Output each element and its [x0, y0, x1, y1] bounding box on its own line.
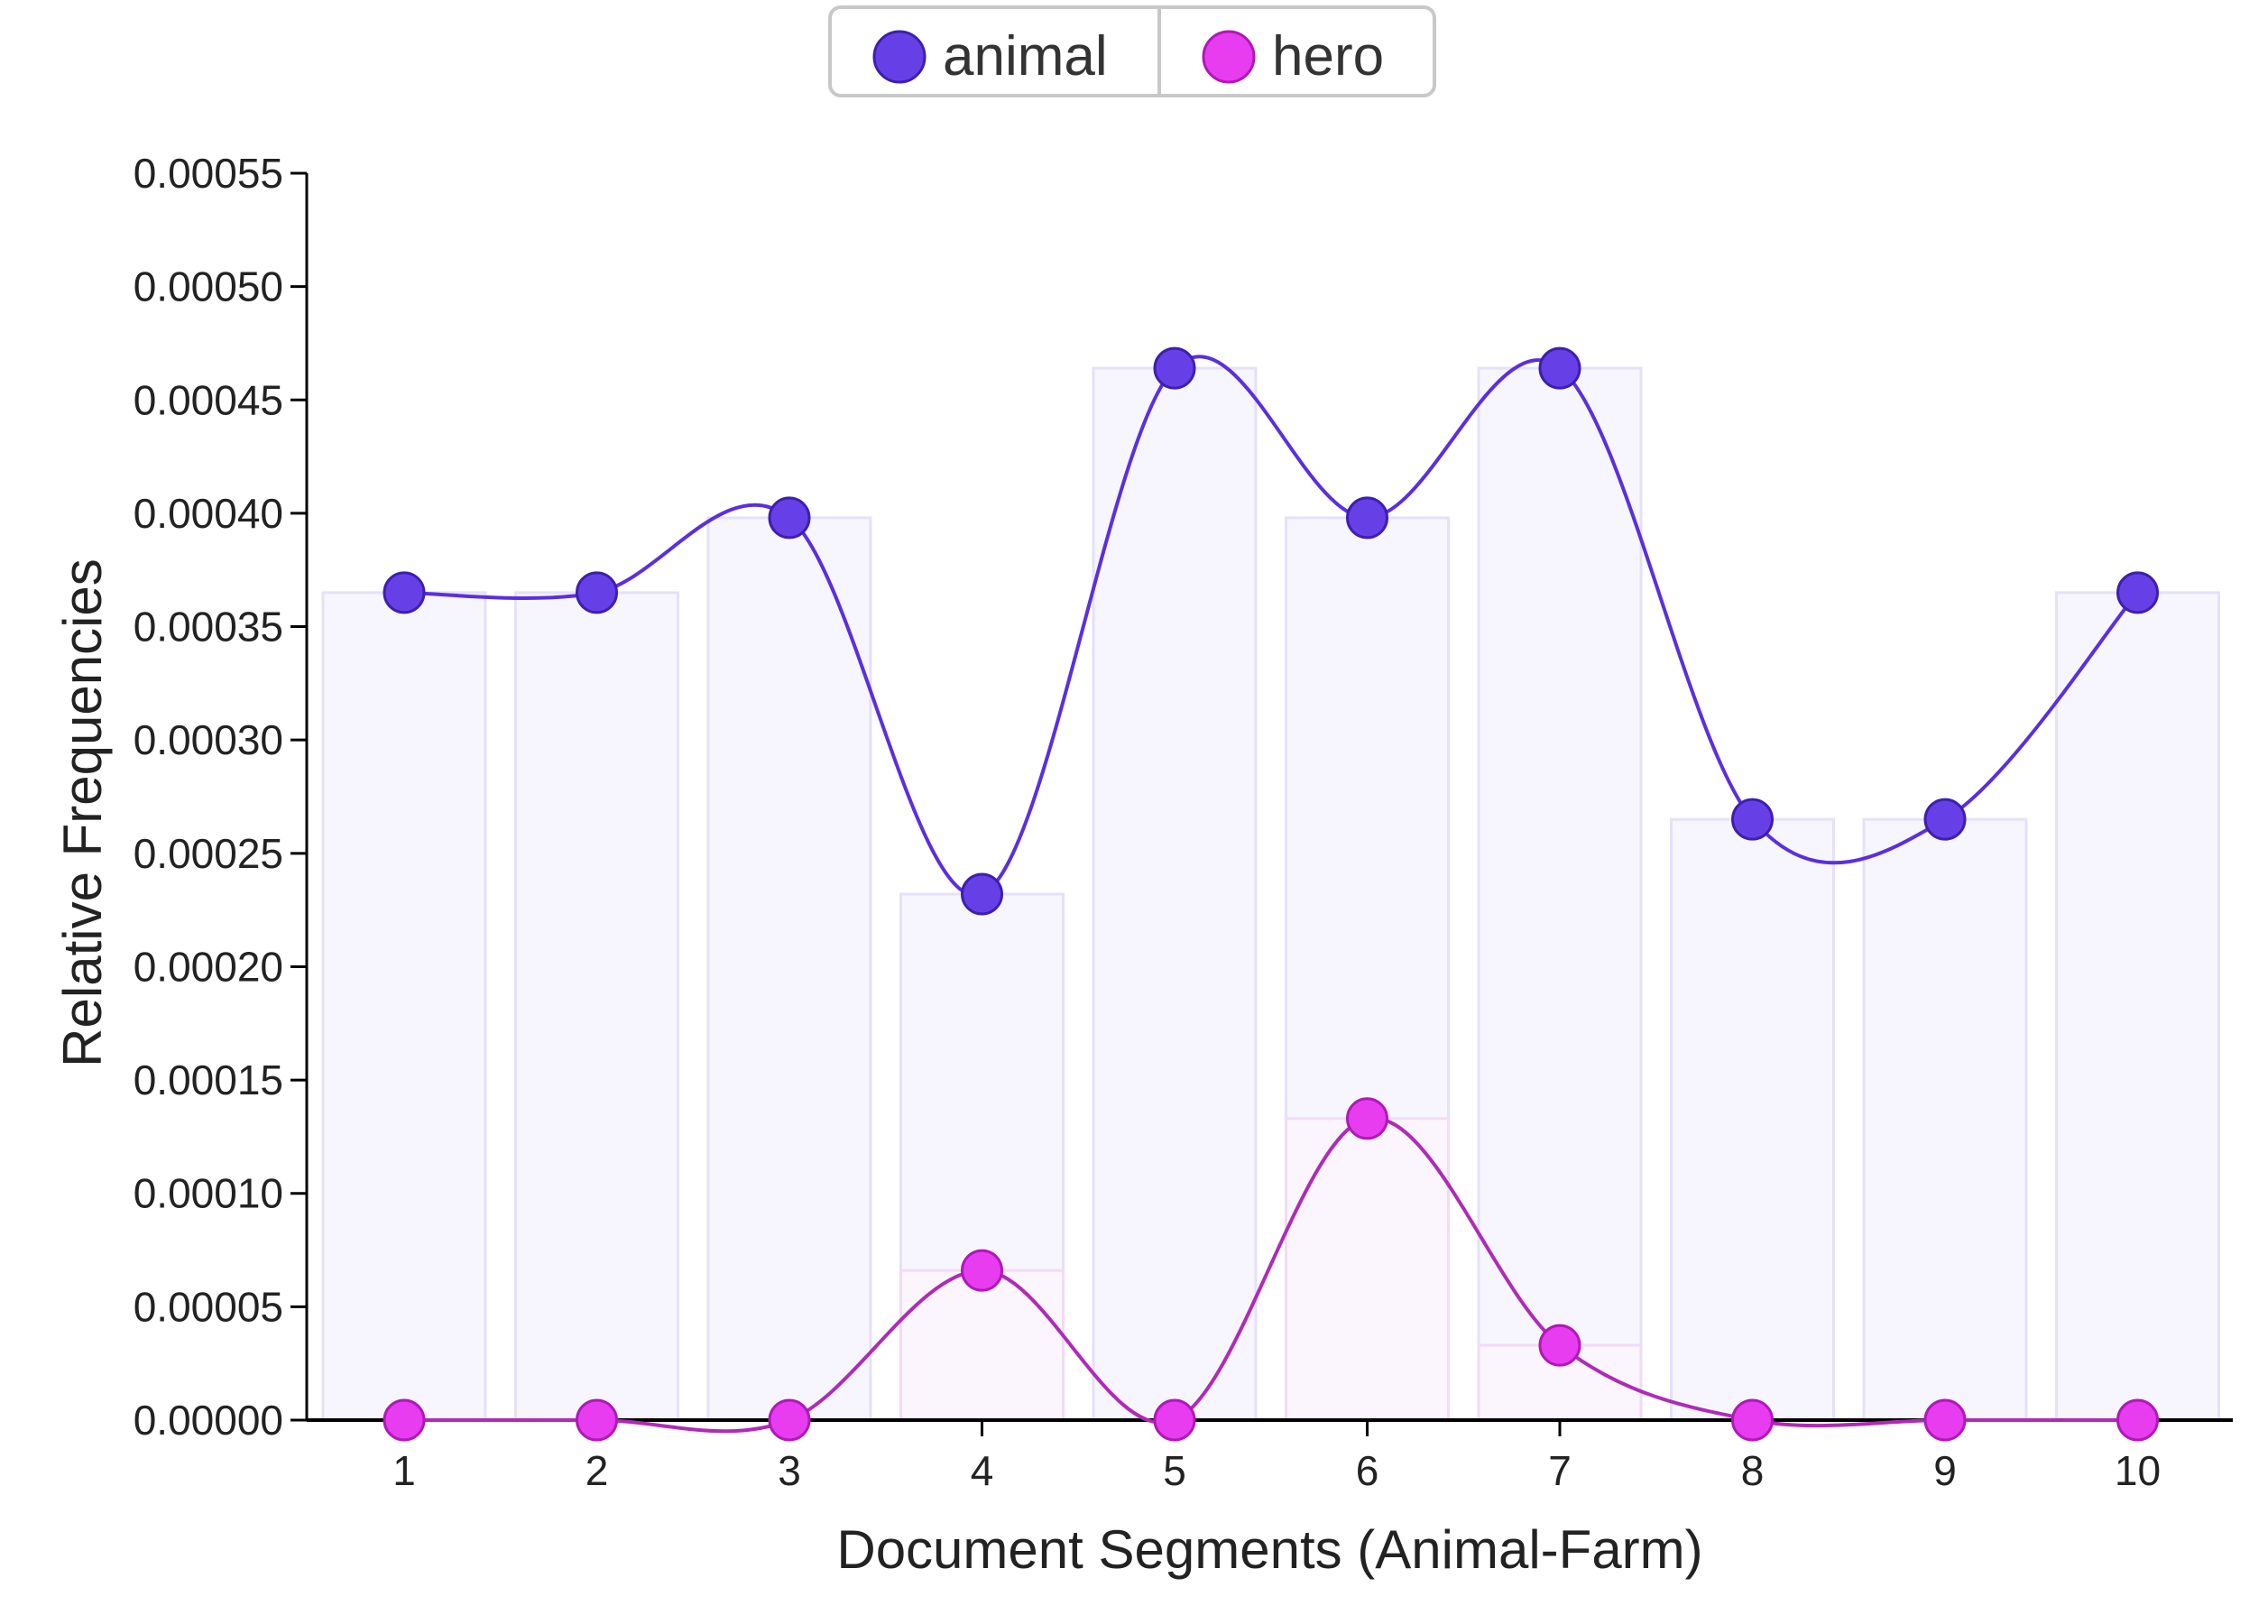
point-hero-3[interactable]: [768, 1398, 811, 1442]
axes-layer: 0.00000 0.00005 0.00010 0.00015 0.00020 0.000…: [134, 150, 2233, 1494]
x-tick-label: 2: [585, 1447, 609, 1494]
y-tick-label: 0.00035: [134, 604, 283, 651]
legend-box: [828, 5, 1436, 97]
x-tick-label: 3: [778, 1447, 801, 1494]
point-hero-7[interactable]: [1538, 1324, 1581, 1367]
y-tick-label: 0.00015: [134, 1057, 283, 1103]
y-tick-label: 0.00025: [134, 830, 283, 877]
x-tick-label: 4: [971, 1447, 994, 1494]
point-animal-2[interactable]: [576, 571, 618, 614]
y-tick-label: 0.00000: [134, 1397, 283, 1444]
y-tick-label: 0.00030: [134, 716, 283, 763]
y-tick-label: 0.00010: [134, 1170, 283, 1217]
y-tick-label: 0.00020: [134, 943, 283, 990]
x-tick-label: 5: [1163, 1447, 1186, 1494]
y-axis-title: Relative Frequencies: [52, 558, 113, 1067]
point-hero-8[interactable]: [1731, 1398, 1774, 1442]
x-tick-label: 9: [1933, 1447, 1957, 1494]
legend-item-animal[interactable]: animal: [872, 25, 1108, 88]
bar-animal-8: [1670, 817, 1835, 1422]
series-line-animal: [403, 355, 2140, 898]
x-tick-label: 6: [1356, 1447, 1379, 1494]
x-tick-label: 10: [2115, 1447, 2161, 1494]
x-tick-label: 1: [392, 1447, 416, 1494]
bar-animal-1: [321, 591, 487, 1422]
points-layer: [383, 346, 2159, 1442]
bars-layer: [321, 366, 2220, 1422]
point-hero-5[interactable]: [1153, 1398, 1196, 1442]
bar-hero-6: [1285, 1117, 1450, 1422]
lines-layer: [403, 355, 2140, 1434]
point-animal-7[interactable]: [1538, 346, 1581, 390]
point-animal-1[interactable]: [383, 571, 426, 614]
point-animal-6[interactable]: [1346, 496, 1388, 540]
point-hero-9[interactable]: [1923, 1398, 1967, 1442]
point-hero-10[interactable]: [2116, 1398, 2159, 1442]
x-tick-label: 8: [1741, 1447, 1765, 1494]
y-tick-label: 0.00055: [134, 150, 283, 197]
bar-animal-7: [1477, 366, 1643, 1422]
point-animal-8[interactable]: [1731, 798, 1774, 841]
point-animal-5[interactable]: [1153, 346, 1196, 390]
y-tick-label: 0.00005: [134, 1283, 283, 1330]
y-tick-label: 0.00040: [134, 490, 283, 537]
x-axis-title: Document Segments (Animal-Farm): [836, 1519, 1702, 1580]
bar-animal-2: [514, 591, 679, 1422]
legend-label-animal: animal: [943, 25, 1108, 88]
point-animal-4[interactable]: [961, 872, 1003, 916]
bar-animal-9: [1862, 817, 2028, 1422]
bar-animal-3: [706, 516, 872, 1422]
point-hero-4[interactable]: [961, 1249, 1003, 1292]
y-tick-label: 0.00050: [134, 263, 283, 310]
legend-label-hero: hero: [1272, 25, 1384, 88]
point-animal-9[interactable]: [1923, 798, 1967, 841]
point-hero-1[interactable]: [383, 1398, 426, 1442]
legend-item-hero[interactable]: hero: [1202, 25, 1384, 88]
point-hero-2[interactable]: [576, 1398, 618, 1442]
point-hero-6[interactable]: [1346, 1097, 1388, 1140]
legend-marker-hero: [1202, 30, 1256, 84]
bar-animal-5: [1092, 366, 1258, 1422]
point-animal-3[interactable]: [768, 496, 811, 540]
bar-hero-4: [899, 1269, 1065, 1422]
y-tick-label: 0.00045: [134, 376, 283, 423]
series-line-hero: [404, 1116, 2138, 1434]
legend[interactable]: animal hero: [828, 5, 1436, 97]
x-tick-label: 7: [1548, 1447, 1572, 1494]
legend-marker-animal: [872, 30, 927, 84]
bar-animal-10: [2055, 591, 2220, 1422]
point-animal-10[interactable]: [2116, 571, 2159, 614]
